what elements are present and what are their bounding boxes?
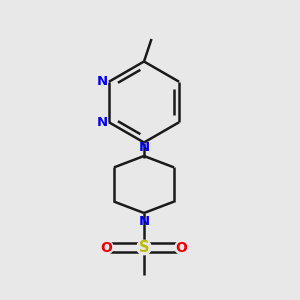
Text: N: N (97, 116, 108, 129)
Text: N: N (97, 75, 108, 88)
Text: O: O (100, 241, 112, 254)
Text: O: O (176, 241, 188, 254)
Text: N: N (138, 141, 150, 154)
Text: S: S (139, 240, 149, 255)
Text: N: N (138, 215, 150, 228)
Circle shape (175, 241, 188, 254)
Circle shape (100, 241, 113, 254)
Circle shape (137, 240, 151, 255)
